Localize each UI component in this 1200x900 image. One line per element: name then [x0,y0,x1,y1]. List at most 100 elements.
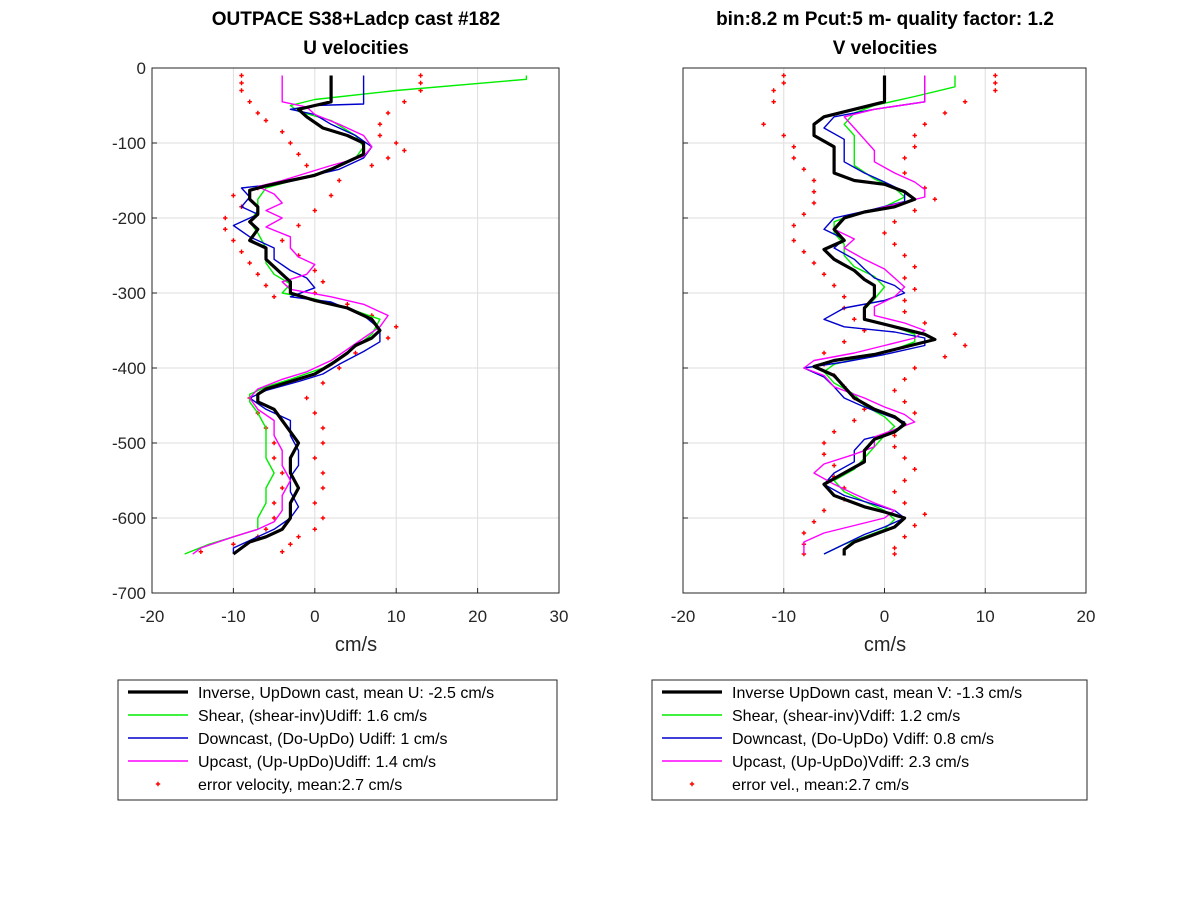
u-series-4-point [271,440,277,446]
u-series-4-point [312,410,317,416]
u-series-4-point [231,542,236,547]
u-legend: Inverse, UpDown cast, mean U: -2.5 cm/s S… [117,679,558,801]
v-series-4-point [801,530,807,536]
v-series-4-point [902,309,907,314]
v-series-4-point [912,287,917,292]
v-series-4-point [942,354,948,359]
u-series-4-point [377,133,383,138]
v-series-4-point [831,429,837,434]
v-series-4-point [912,523,917,528]
u-series-4-point [296,534,301,539]
v-series-4-point [821,452,827,457]
v-series-4-point [912,133,917,138]
u-series-4-point [271,500,277,506]
u-series-4-point [247,99,252,104]
v-series-4-point [902,500,907,506]
v-series-4-point [801,249,807,254]
v-x-tick-label: -20 [671,607,696,626]
u-series-4-point [385,335,391,341]
v-series-4-point [952,332,958,337]
u-series-4-point [320,279,326,284]
u-y-tick-label: -400 [112,359,146,378]
u-series-4-point [418,80,423,86]
v-series-4-point [811,519,817,524]
v-legend-entries: Inverse UpDown cast, mean V: -1.3 cm/s Sh… [662,685,1022,794]
u-y-tick-label: -300 [112,284,146,303]
v-series-4-point [902,170,907,176]
u-series-4-point [320,440,326,446]
u-legend-box [117,679,558,801]
v-series-4-point [902,455,907,461]
v-series-4-point [761,122,766,127]
v-series-4-point [791,223,797,228]
v-panel-subtitle: V velocities [833,38,938,59]
u-series-4-point [377,122,383,127]
v-series-4-point [892,489,897,494]
u-velocity-panel: OUTPACE S38+Ladcp cast #182 U velocities… [112,9,568,656]
u-series-4-point [271,294,277,299]
v-series-4-point [771,88,776,93]
u-series-4-point [402,148,407,153]
v-series-4-point [922,122,927,127]
v-series-4-point [821,440,827,446]
v-series-4-point [892,388,897,393]
u-series-4-point [369,163,374,168]
u-series-4-point [288,140,293,146]
u-legend-marker [155,781,161,787]
u-series-4-point [296,223,301,228]
u-series-4-point [304,163,309,168]
u-series-4-point [337,178,342,183]
v-series-4-point [993,73,998,78]
u-legend-label: Upcast, (Up-UpDo)Udiff: 1.4 cm/s [198,754,436,771]
v-series-4-point [902,155,907,161]
u-y-tick-label: 0 [137,59,146,78]
u-series-4-point [385,110,391,116]
v-series-4-point [781,80,786,86]
u-series-4-point [239,249,244,254]
v-series-4-point [852,418,857,423]
u-y-tick-label: -200 [112,209,146,228]
u-series-4-point [263,118,269,123]
u-series-4-point [320,470,326,476]
v-series-4-point [821,272,827,277]
u-series-4-point [345,302,350,307]
u-series-4-point [280,470,285,476]
v-series-4-point [842,339,847,344]
v-series-4-point [902,275,907,281]
u-series-4-point [231,193,236,198]
v-series-4-point [962,99,968,104]
v-velocity-panel: bin:8.2 m Pcut:5 m- quality factor: 1.2 … [671,9,1096,656]
v-series-4-point [821,508,827,513]
v-x-tick-label: 20 [1077,607,1096,626]
u-series-4-point [394,140,399,146]
u-series-4-point [280,238,285,243]
u-series-4-point [328,193,334,198]
v-series-4-point [791,155,797,161]
v-series-4-point [842,294,847,299]
u-series-4-point [312,268,317,273]
u-series-4-point [394,324,399,329]
v-series-2-line [803,75,926,555]
u-series-4-point [304,395,309,401]
v-series-4-point [771,99,776,104]
u-series-4-point [288,542,293,547]
v-series-4-point [791,238,797,243]
u-legend-entries: Inverse, UpDown cast, mean U: -2.5 cm/s S… [128,685,494,794]
v-x-axis-label: cm/s [864,634,906,656]
u-series-4-point [296,152,301,157]
u-legend-label: Inverse, UpDown cast, mean U: -2.5 cm/s [198,685,494,702]
u-series-4-point [239,73,244,78]
v-x-tick-label: -10 [771,607,796,626]
u-series-4-point [320,515,326,521]
u-series-4-point [255,272,261,277]
v-series-4-point [801,167,807,172]
v-tick-labels: -20 -10 0 10 20 [671,67,1096,626]
v-legend-label: Upcast, (Up-UpDo)Vdiff: 2.3 cm/s [732,754,969,771]
u-series-4-point [320,380,326,386]
v-legend-label: Shear, (shear-inv)Vdiff: 1.2 cm/s [732,708,960,725]
v-series-4-point [912,467,917,472]
u-x-tick-label: 20 [468,607,487,626]
u-panel-title: OUTPACE S38+Ladcp cast #182 [212,9,500,30]
v-series-4-point [821,350,827,356]
v-series-4-point [942,110,948,116]
